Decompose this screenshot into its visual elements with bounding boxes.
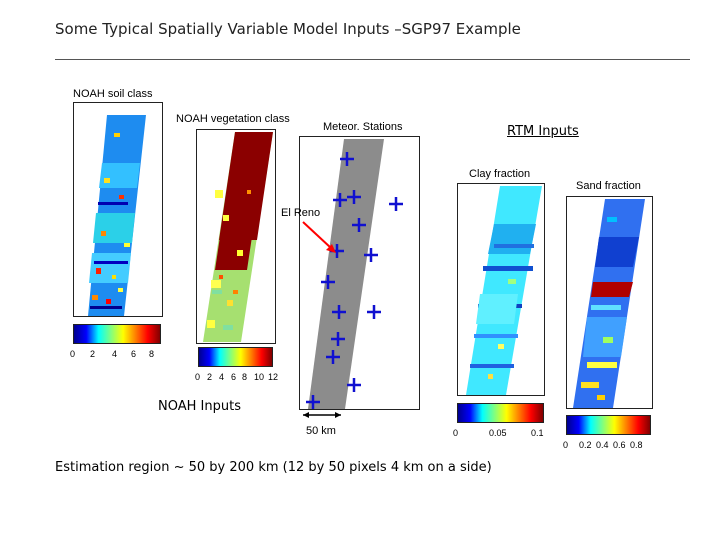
- vegetation-tick: 0: [195, 372, 201, 382]
- stations-map: [299, 136, 420, 410]
- sand-fraction-map: [566, 196, 653, 409]
- vegetation-strip-graphic: [203, 132, 273, 342]
- clay-panel-label: Clay fraction: [469, 168, 531, 180]
- clay-fraction-map: [457, 183, 545, 396]
- sand-tick: 0.8: [630, 440, 643, 450]
- soil-panel-label: NOAH soil class: [73, 88, 153, 100]
- vegetation-panel-label: NOAH vegetation class: [176, 113, 290, 125]
- station-marker: [321, 275, 335, 289]
- soil-tick: 6: [131, 349, 137, 359]
- rtm-inputs-label: RTM Inputs: [507, 124, 579, 139]
- station-marker: [332, 305, 346, 319]
- noah-inputs-label: NOAH Inputs: [158, 399, 241, 414]
- station-marker: [333, 193, 347, 207]
- station-marker: [367, 305, 381, 319]
- title-divider: [55, 59, 690, 60]
- station-marker: [306, 395, 320, 409]
- scale-bar-label: 50 km: [306, 425, 336, 437]
- el-reno-arrow: [302, 221, 336, 253]
- station-marker: [347, 378, 361, 392]
- stations-panel-label: Meteor. Stations: [323, 121, 403, 133]
- sand-tick: 0: [563, 440, 569, 450]
- scale-bar: [303, 412, 341, 418]
- sand-strip-graphic: [573, 199, 645, 408]
- station-marker: [364, 248, 378, 262]
- station-marker: [326, 350, 340, 364]
- vegetation-tick: 10: [254, 372, 265, 382]
- vegetation-tick: 4: [219, 372, 225, 382]
- clay-tick: 0.05: [489, 428, 507, 438]
- el-reno-label: El Reno: [281, 207, 321, 219]
- vegetation-tick: 6: [231, 372, 237, 382]
- soil-class-map: [73, 102, 163, 317]
- soil-tick: 4: [112, 349, 118, 359]
- station-marker: [352, 218, 366, 232]
- soil-tick: 0: [70, 349, 76, 359]
- sand-tick: 0.4: [596, 440, 609, 450]
- soil-strip-graphic: [88, 115, 146, 316]
- slide-title: Some Typical Spatially Variable Model In…: [55, 20, 521, 38]
- footer-note: Estimation region ~ 50 by 200 km (12 by …: [55, 460, 492, 475]
- clay-strip-graphic: [466, 186, 542, 395]
- sand-tick: 0.2: [579, 440, 592, 450]
- vegetation-colorbar: [198, 347, 273, 367]
- sand-tick: 0.6: [613, 440, 626, 450]
- vegetation-class-map: [196, 129, 276, 344]
- station-marker: [347, 190, 361, 204]
- station-marker: [389, 197, 403, 211]
- station-marker: [340, 152, 354, 166]
- soil-colorbar: [73, 324, 161, 344]
- clay-tick: 0: [453, 428, 459, 438]
- soil-tick: 8: [149, 349, 155, 359]
- sand-colorbar: [566, 415, 651, 435]
- sand-panel-label: Sand fraction: [576, 180, 641, 192]
- vegetation-tick: 12: [268, 372, 279, 382]
- vegetation-tick: 2: [207, 372, 213, 382]
- stations-strip-graphic: [308, 139, 384, 409]
- station-marker: [331, 332, 345, 346]
- clay-colorbar: [457, 403, 544, 423]
- vegetation-tick: 8: [242, 372, 248, 382]
- soil-tick: 2: [90, 349, 96, 359]
- clay-tick: 0.1: [531, 428, 544, 438]
